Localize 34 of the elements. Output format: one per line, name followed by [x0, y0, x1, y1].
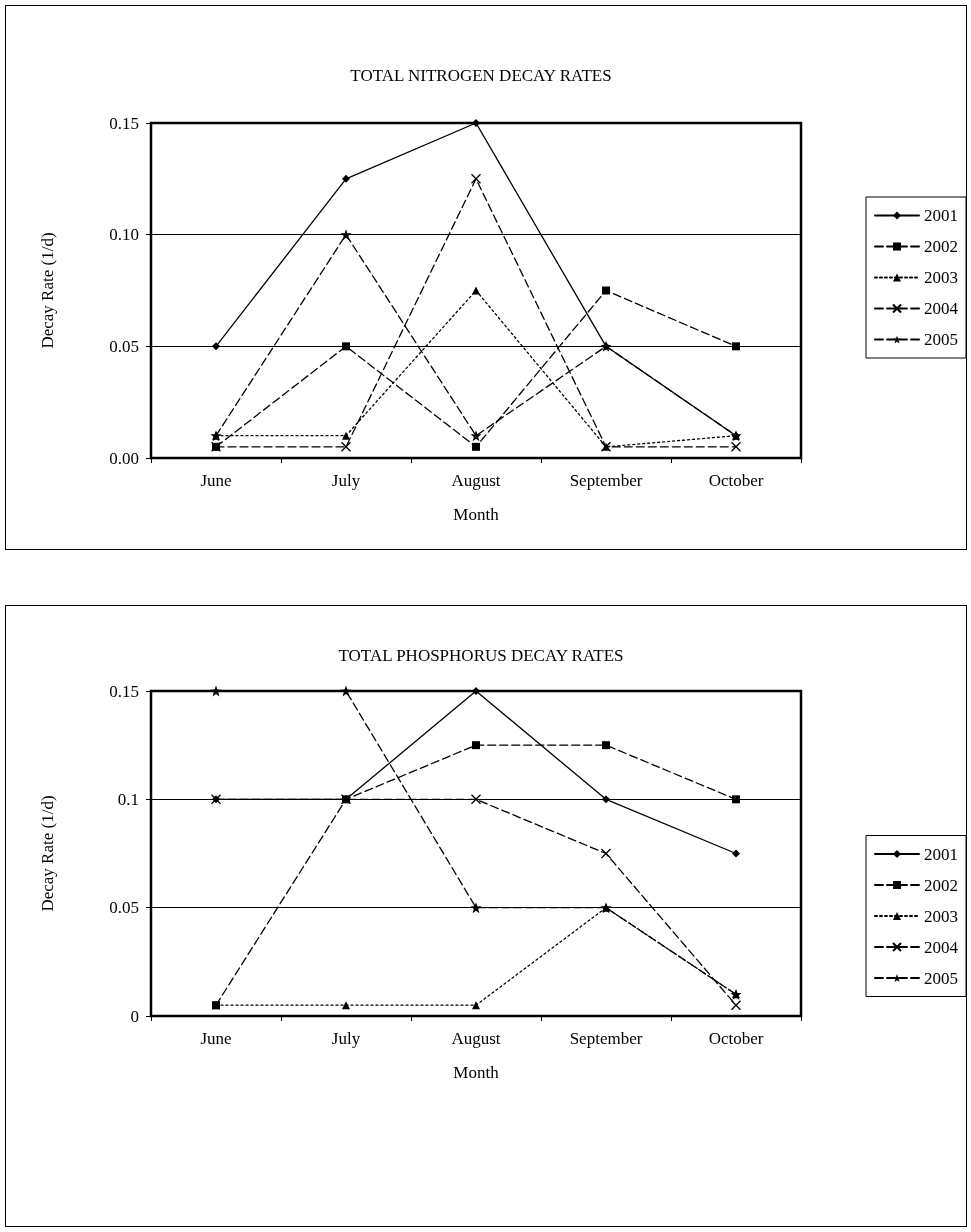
x-tick-label: September: [569, 471, 643, 490]
y-tick-label: 0: [130, 1006, 139, 1026]
y-tick-label: 0.05: [109, 336, 139, 356]
y-tick-label: 0.05: [109, 898, 139, 918]
legend-label: 2001: [924, 206, 958, 225]
x-axis-title: Month: [453, 1063, 500, 1082]
legend-label: 2005: [924, 330, 958, 349]
y-axis-title: Decay Rate (1/d): [38, 232, 57, 349]
y-axis-title: Decay Rate (1/d): [38, 795, 57, 912]
chart-title: TOTAL PHOSPHORUS DECAY RATES: [338, 646, 624, 665]
legend-label: 2004: [924, 299, 959, 318]
y-tick-label: 0.15: [109, 681, 139, 701]
legend-label: 2001: [924, 844, 958, 864]
legend-label: 2003: [924, 906, 958, 926]
x-tick-label: July: [331, 1029, 361, 1048]
y-tick-label: 0.1: [117, 789, 139, 809]
chart-title: TOTAL NITROGEN DECAY RATES: [350, 66, 612, 85]
y-tick-label: 0.10: [109, 225, 139, 245]
x-tick-label: July: [331, 471, 361, 490]
x-tick-label: October: [708, 1029, 764, 1048]
legend-label: 2003: [924, 268, 958, 287]
x-tick-label: September: [569, 1029, 643, 1048]
legend-label: 2002: [924, 875, 958, 895]
x-axis-title: Month: [453, 505, 500, 524]
legend-label: 2004: [924, 937, 959, 957]
x-tick-label: August: [451, 471, 501, 490]
x-tick-label: June: [200, 1029, 232, 1048]
legend-label: 2005: [924, 968, 958, 988]
x-tick-label: June: [200, 471, 232, 490]
x-tick-label: October: [708, 471, 764, 490]
y-tick-label: 0.15: [109, 113, 139, 133]
legend-label: 2002: [924, 237, 958, 256]
x-tick-label: August: [451, 1029, 501, 1048]
y-tick-label: 0.00: [109, 448, 139, 468]
